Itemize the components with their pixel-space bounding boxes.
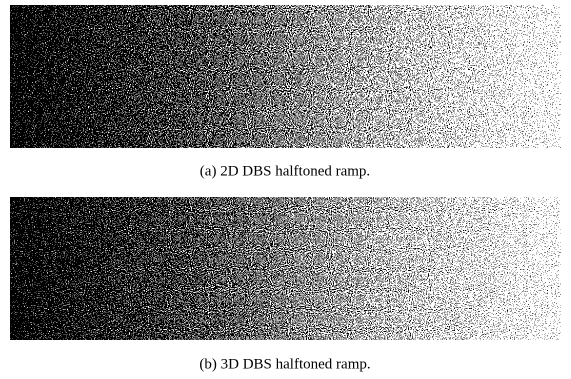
page: (a) 2D DBS halftoned ramp. (b) 3D DBS ha… xyxy=(0,0,571,379)
figure: (a) 2D DBS halftoned ramp. (b) 3D DBS ha… xyxy=(0,0,571,379)
halftone-image xyxy=(10,5,561,148)
halftone-image xyxy=(10,197,561,340)
caption: (b) 3D DBS halftoned ramp. xyxy=(199,356,370,372)
caption: (a) 2D DBS halftoned ramp. xyxy=(200,163,370,179)
